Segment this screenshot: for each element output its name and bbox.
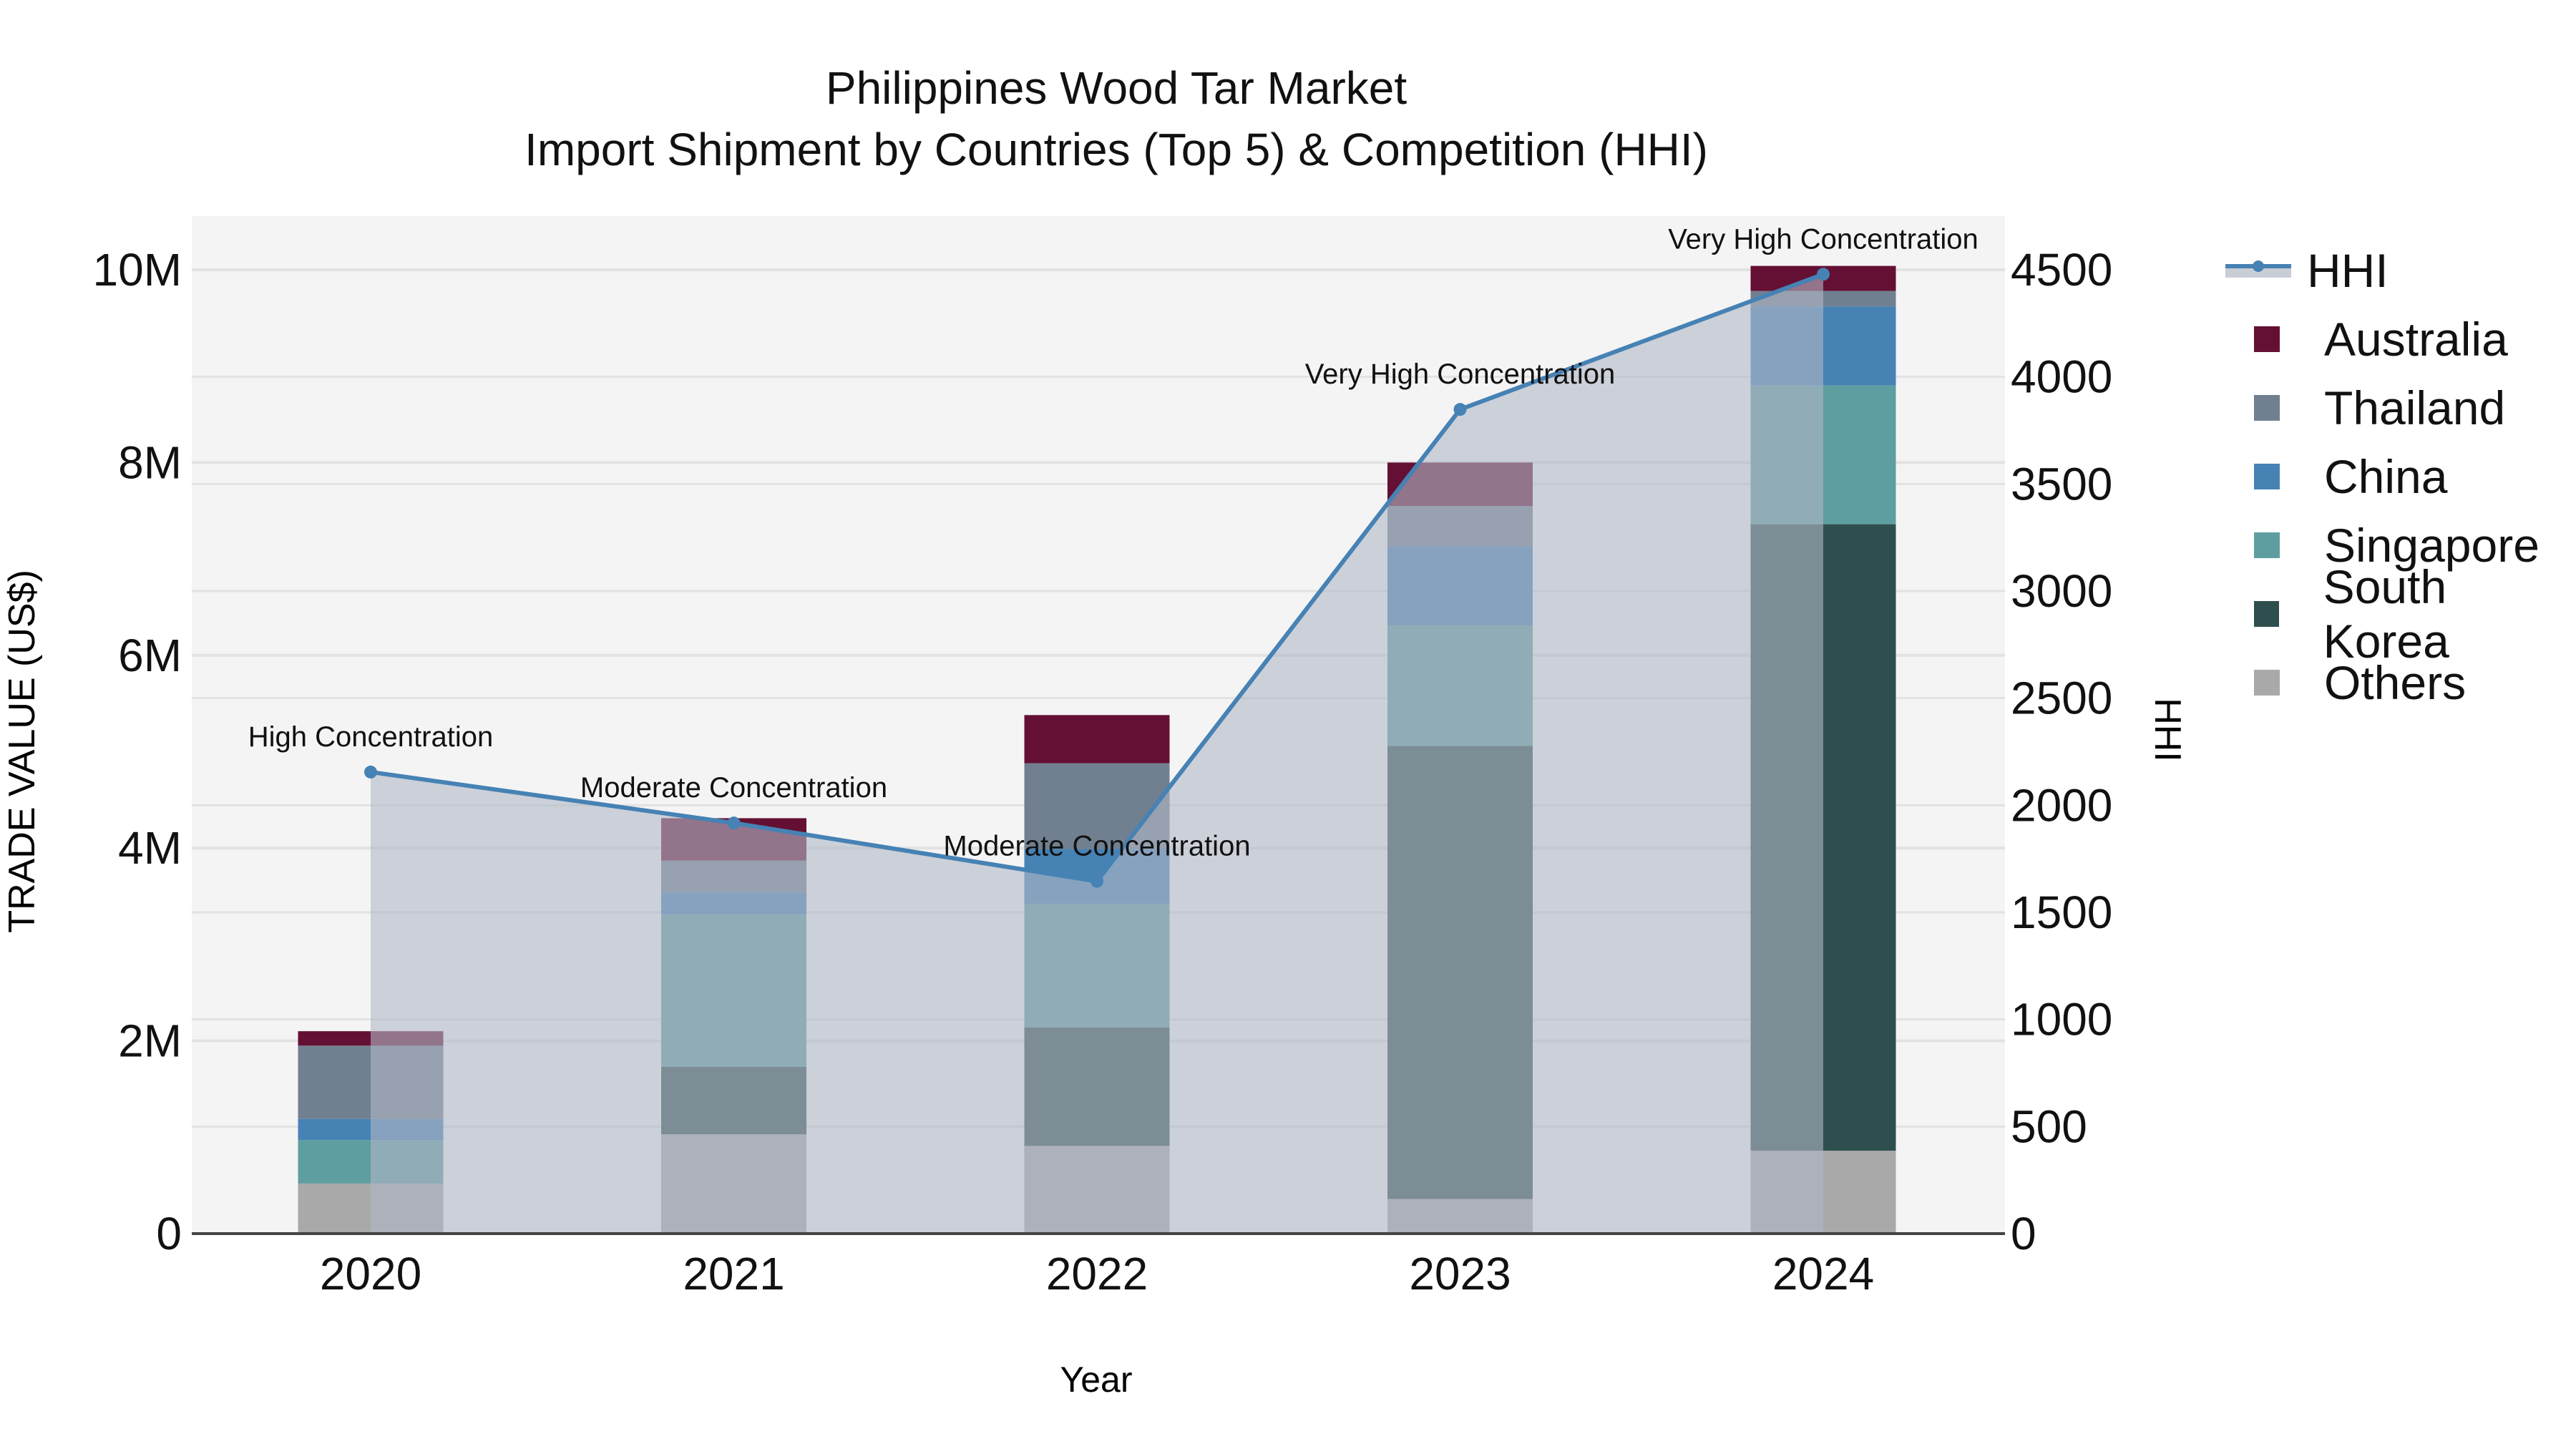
y2-axis-title: HHI xyxy=(2147,698,2188,762)
legend-item-australia[interactable]: Australia xyxy=(2225,305,2576,374)
hhi-annotation: Moderate Concentration xyxy=(943,831,1250,862)
y-tick-label: 10M xyxy=(93,244,182,296)
y-tick-label: 2M xyxy=(118,1015,182,1067)
y2-tick-label: 2000 xyxy=(2011,779,2112,831)
chart-title: Philippines Wood Tar Market xyxy=(825,62,1407,114)
legend-label: Others xyxy=(2324,656,2467,709)
y-tick-label: 0 xyxy=(156,1208,182,1259)
y2-tick-label: 1500 xyxy=(2011,887,2112,938)
y2-axis-ticks: 0 500 1000 1500 2000 2500 3000 3500 4000 4500 xyxy=(2011,244,2112,1259)
chart-subtitle: Import Shipment by Countries (Top 5) & C… xyxy=(525,124,1708,175)
legend-item-singapore[interactable]: Singapore xyxy=(2225,511,2576,580)
y2-tick-label: 4000 xyxy=(2011,351,2112,403)
y2-tick-label: 2500 xyxy=(2011,673,2112,724)
x-axis-ticks: 2020 2021 2022 2023 2024 xyxy=(320,1248,1874,1299)
legend-item-china[interactable]: China xyxy=(2225,442,2576,511)
legend-label: Thailand xyxy=(2324,381,2506,434)
legend-label: China xyxy=(2324,450,2448,503)
y2-tick-label: 4500 xyxy=(2011,244,2112,296)
x-tick-label: 2024 xyxy=(1772,1248,1874,1299)
legend-swatch-icon xyxy=(2254,326,2280,352)
y2-tick-label: 1000 xyxy=(2011,994,2112,1045)
y-tick-label: 4M xyxy=(118,822,182,874)
legend: HHI Australia Thailand China Singapore South … xyxy=(2225,236,2576,717)
x-tick-label: 2020 xyxy=(320,1248,421,1299)
hhi-annotation: Moderate Concentration xyxy=(580,772,887,804)
legend-label: HHI xyxy=(2307,244,2389,297)
legend-item-others[interactable]: Others xyxy=(2225,648,2576,717)
hhi-area xyxy=(371,274,1823,1234)
legend-label: South Korea xyxy=(2323,560,2449,668)
bar-segment-australia xyxy=(1024,715,1170,763)
legend-item-south-korea[interactable]: South Korea xyxy=(2225,560,2576,668)
hhi-annotation: High Concentration xyxy=(248,721,493,753)
hhi-annotation: Very High Concentration xyxy=(1668,223,1979,255)
y-tick-label: 8M xyxy=(118,436,182,488)
y-axis-title: TRADE VALUE (US$) xyxy=(1,570,43,933)
legend-line-marker-icon xyxy=(2225,256,2291,285)
legend-swatch-icon xyxy=(2254,601,2279,627)
hhi-annotations: High Concentration Moderate Concentration… xyxy=(248,223,1979,862)
y2-tick-label: 0 xyxy=(2011,1208,2036,1259)
x-tick-label: 2021 xyxy=(683,1248,784,1299)
legend-swatch-icon xyxy=(2254,670,2280,696)
legend-label: Singapore xyxy=(2324,519,2540,572)
hhi-point-marker xyxy=(364,765,377,779)
legend-item-hhi[interactable]: HHI xyxy=(2225,236,2576,305)
hhi-area-fill xyxy=(371,274,1823,1234)
legend-label: Australia xyxy=(2324,313,2508,366)
y-tick-label: 6M xyxy=(118,630,182,681)
hhi-point-marker xyxy=(1091,874,1103,888)
x-tick-label: 2023 xyxy=(1409,1248,1511,1299)
hhi-annotation: Very High Concentration xyxy=(1305,358,1616,390)
legend-item-thailand[interactable]: Thailand xyxy=(2225,374,2576,442)
y2-tick-label: 3500 xyxy=(2011,458,2112,509)
legend-swatch-icon xyxy=(2254,532,2280,558)
x-tick-label: 2022 xyxy=(1046,1248,1148,1299)
y2-tick-label: 3000 xyxy=(2011,565,2112,617)
legend-swatch-icon xyxy=(2254,464,2280,489)
hhi-point-marker xyxy=(727,816,741,830)
y2-tick-label: 500 xyxy=(2011,1101,2087,1152)
hhi-point-marker xyxy=(1453,403,1467,416)
y-axis-ticks: 0 2M 4M 6M 8M 10M xyxy=(93,244,182,1259)
x-axis-title: Year xyxy=(1060,1360,1132,1400)
hhi-line xyxy=(364,268,1830,888)
legend-swatch-icon xyxy=(2254,395,2280,421)
hhi-point-marker xyxy=(1817,268,1830,281)
